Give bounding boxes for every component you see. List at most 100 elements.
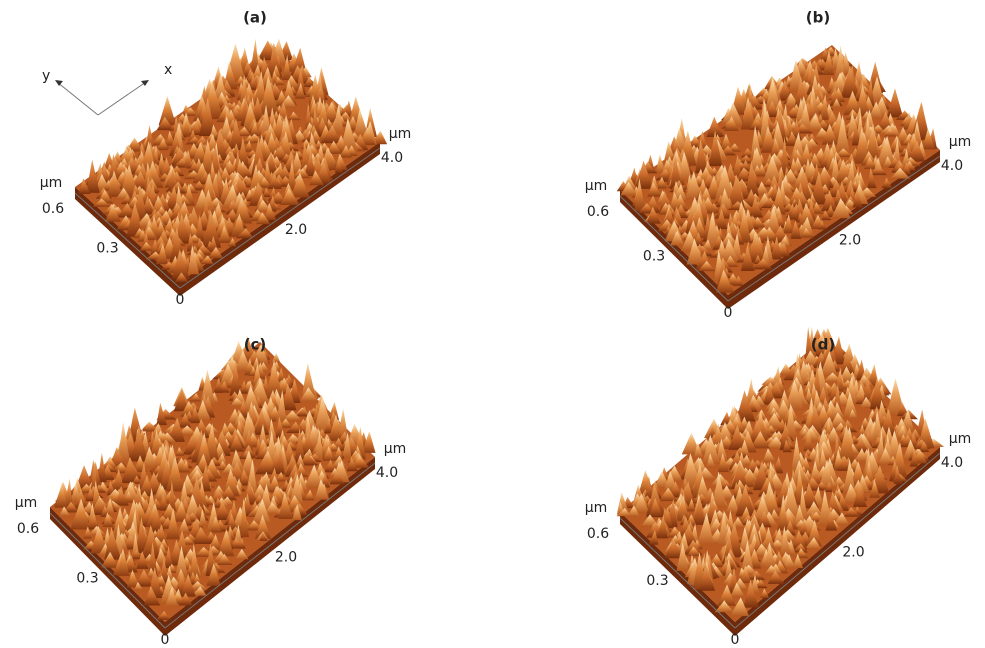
surface-peak — [85, 488, 96, 502]
surface-peak — [209, 489, 229, 504]
surface-peak — [701, 239, 712, 250]
surface-peak — [134, 581, 144, 590]
surface-peak — [59, 506, 71, 517]
surface-peak — [264, 502, 283, 514]
surface-peak — [892, 162, 906, 173]
surface-peak — [762, 448, 776, 462]
axes — [619, 452, 941, 629]
surface-peak — [201, 210, 221, 248]
x-tick-label: 4.0 — [381, 150, 403, 166]
surface-peak — [792, 118, 802, 141]
x-tick-label: 4.0 — [941, 158, 963, 174]
afm-panel: (d) 0 2.0 4.0 µm 0.3 0.6 µm — [585, 326, 972, 648]
panel-label: (a) — [243, 9, 267, 27]
surface-peak — [848, 409, 858, 419]
surface-peak — [655, 176, 667, 189]
surface-peak — [647, 182, 663, 197]
surface-peak — [139, 241, 155, 251]
surface-peak — [97, 452, 107, 483]
surface-peak — [191, 180, 207, 191]
axes — [619, 155, 941, 302]
surface-peak — [107, 153, 121, 184]
surface-peak — [805, 501, 824, 518]
surface-peak — [301, 362, 317, 400]
surface-peak — [627, 505, 641, 517]
surface-peak — [783, 214, 794, 234]
surface-peak — [863, 156, 877, 170]
surface-peak — [779, 136, 790, 179]
surface-peak — [755, 181, 769, 195]
surface-peak — [102, 512, 114, 527]
origin-label: 0 — [724, 305, 733, 321]
surface-peak — [780, 525, 792, 556]
surface-peak — [198, 509, 208, 526]
surface-peak — [740, 245, 755, 271]
surface-peak — [728, 424, 745, 450]
surface-peak — [114, 488, 129, 506]
surface-peak — [653, 470, 671, 489]
surface-peak — [785, 403, 797, 438]
surface-peak — [243, 140, 253, 152]
surface-peak — [175, 545, 189, 578]
x-axis — [179, 147, 381, 289]
surface-peak — [798, 520, 809, 536]
x-unit-label: µm — [949, 431, 972, 447]
surface-peak — [869, 76, 885, 103]
arrow-head — [141, 80, 149, 86]
surface-peak — [723, 116, 739, 131]
surface-peak — [685, 171, 703, 200]
surface-peak — [197, 433, 208, 466]
surface-peak — [819, 93, 829, 120]
surface-peak — [299, 387, 319, 402]
surface-peak — [180, 573, 196, 597]
surface-peak — [887, 135, 905, 153]
surface-peak — [797, 202, 817, 228]
surface-peak — [182, 183, 198, 194]
surface-peak — [832, 401, 845, 419]
surface-peak — [693, 442, 704, 458]
surface-peak — [821, 123, 839, 145]
surface-peak — [725, 494, 740, 514]
surface-peak — [842, 458, 856, 494]
surface-peak — [686, 546, 703, 557]
surface-peak — [195, 399, 211, 421]
panel-label: (b) — [806, 9, 830, 27]
surface-peak — [175, 446, 185, 456]
surface-peak — [890, 167, 911, 179]
surface-peak — [757, 510, 772, 528]
surface-peak — [791, 543, 808, 553]
surface-peak — [154, 485, 169, 500]
surface-peak — [732, 275, 744, 286]
surface-peak — [731, 461, 749, 490]
surface-peak — [304, 464, 323, 488]
surface-peak — [216, 452, 227, 465]
x-tick-label: 4.0 — [941, 455, 963, 471]
surface-peak — [241, 165, 253, 178]
surface-peak — [206, 563, 221, 586]
surface-peak — [255, 514, 272, 539]
surface-peak — [323, 459, 336, 473]
surface-peak — [117, 548, 130, 576]
surface-peak — [867, 363, 879, 386]
afm-surface — [616, 45, 940, 309]
surface-peak — [676, 532, 691, 555]
surface-peak — [798, 216, 814, 236]
surface-peak — [901, 162, 912, 175]
surface-peak — [178, 412, 191, 428]
surface-peak — [135, 516, 149, 553]
surface-peak — [237, 538, 246, 549]
panel-label: (d) — [811, 336, 835, 354]
surface-peak — [782, 554, 795, 569]
surface-peak — [123, 499, 144, 535]
surface-peak — [148, 541, 158, 577]
surface-peak — [117, 421, 131, 463]
surface-peak — [291, 151, 304, 173]
origin-label: 0 — [731, 632, 740, 648]
y-tick-label: 0.6 — [587, 526, 609, 542]
surface-peak — [229, 360, 242, 396]
surface-peak — [255, 454, 275, 475]
surface-peak — [752, 258, 773, 270]
surface-peak — [834, 476, 846, 486]
surface-peak — [825, 510, 838, 531]
surface-peak — [279, 188, 300, 205]
